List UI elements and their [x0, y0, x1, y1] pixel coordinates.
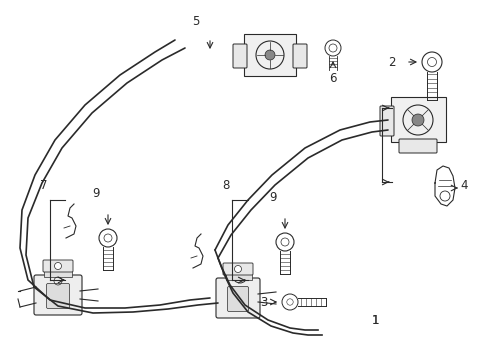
Text: 2: 2 — [389, 55, 396, 68]
FancyBboxPatch shape — [223, 263, 253, 275]
FancyBboxPatch shape — [34, 275, 82, 315]
Text: 9: 9 — [92, 187, 100, 200]
Text: 8: 8 — [222, 179, 230, 192]
Text: 1: 1 — [371, 314, 379, 327]
Text: 1: 1 — [371, 314, 379, 327]
Text: 5: 5 — [192, 15, 200, 28]
Bar — [226, 272, 252, 280]
Text: 9: 9 — [269, 191, 277, 204]
FancyBboxPatch shape — [47, 284, 70, 309]
FancyBboxPatch shape — [380, 106, 394, 136]
Circle shape — [265, 50, 275, 60]
Bar — [244, 34, 296, 76]
FancyBboxPatch shape — [227, 287, 248, 311]
Circle shape — [412, 114, 424, 126]
Text: 3: 3 — [261, 296, 268, 309]
Circle shape — [237, 273, 243, 279]
Text: 6: 6 — [329, 72, 337, 85]
FancyBboxPatch shape — [293, 44, 307, 68]
Bar — [391, 97, 446, 142]
FancyBboxPatch shape — [216, 278, 260, 318]
FancyBboxPatch shape — [233, 44, 247, 68]
Circle shape — [235, 266, 242, 273]
FancyBboxPatch shape — [43, 260, 73, 272]
Bar — [44, 269, 72, 277]
Circle shape — [54, 262, 62, 270]
Text: 7: 7 — [40, 179, 48, 192]
FancyBboxPatch shape — [399, 139, 437, 153]
Text: 4: 4 — [460, 179, 467, 192]
